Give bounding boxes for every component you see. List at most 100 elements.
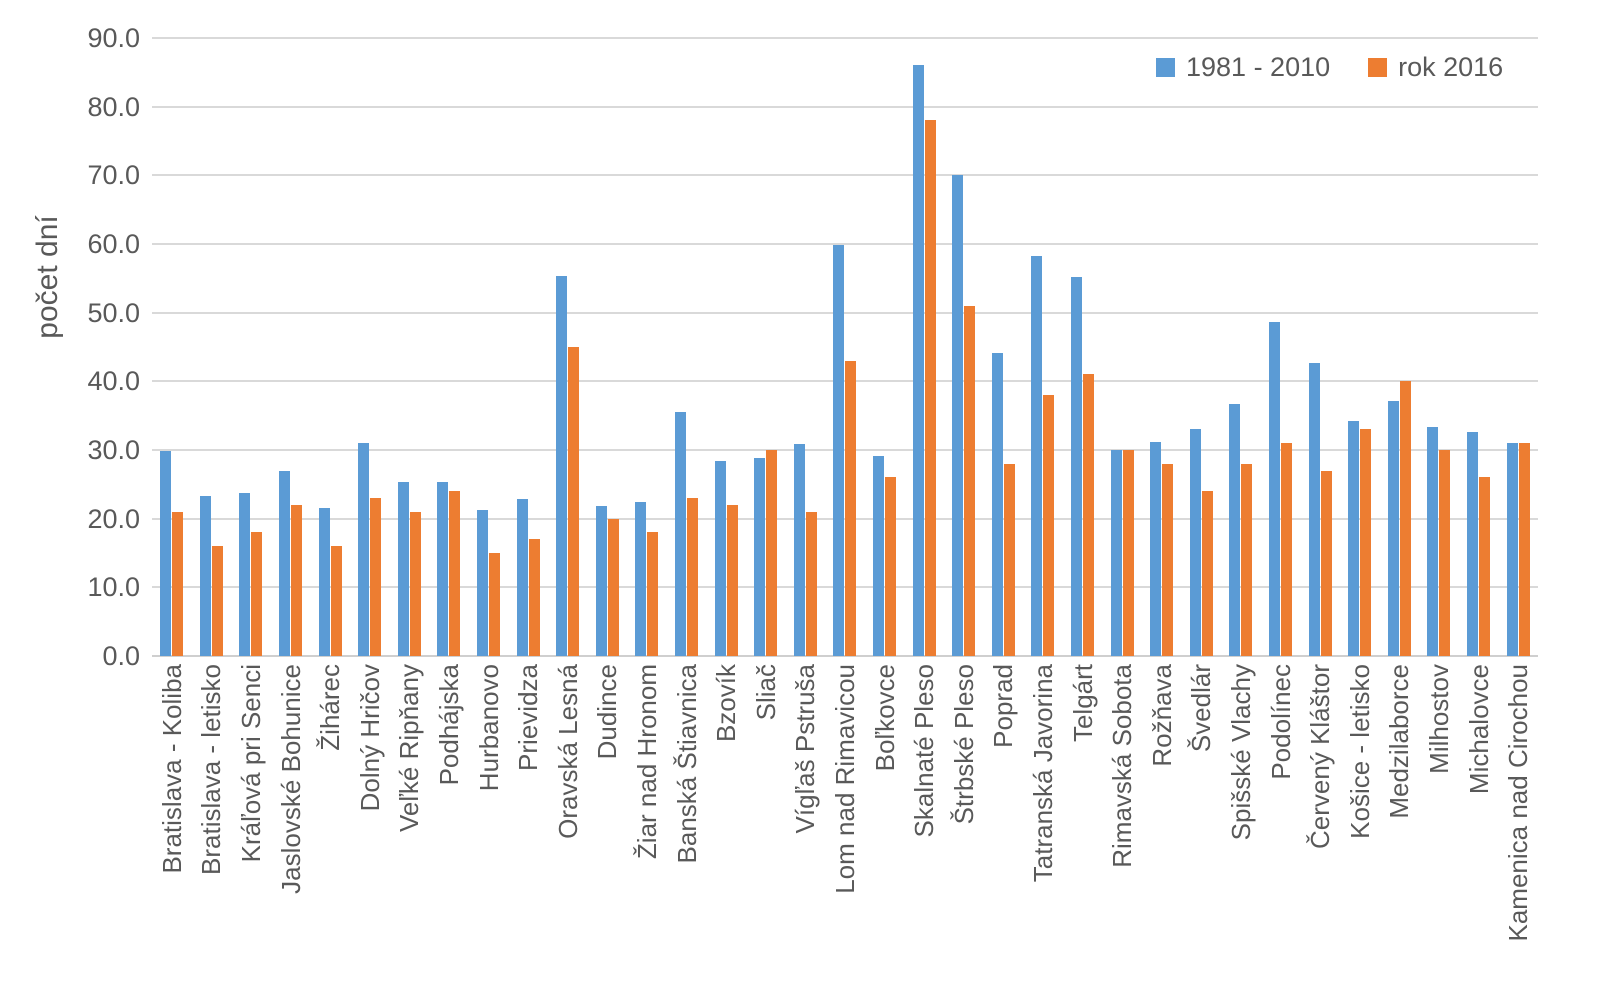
bar-group [231,38,271,656]
bar-1981-2010 [595,505,607,656]
legend-swatch-series2-icon [1368,58,1388,77]
x-category-label: Prievidza [513,664,544,771]
bar-rok-2016 [489,553,501,656]
bar-group [1340,38,1380,656]
bar-group [1459,38,1499,656]
x-category-label: Kráľová pri Senci [236,664,266,863]
bar-rok-2016 [687,498,699,656]
bar-rok-2016 [1518,443,1530,656]
x-category-label: Kamenica nad Cirochou [1503,664,1534,942]
bar-group [1063,38,1103,656]
bar-1981-2010 [397,481,409,656]
bar-group [786,38,826,656]
bar-rok-2016 [251,532,263,656]
bar-group [508,38,548,656]
plot-area [152,37,1538,657]
y-tick-label: 40.0 [87,366,140,397]
bar-group [390,38,430,656]
bar-rok-2016 [1043,395,1055,656]
bar-1981-2010 [1348,421,1360,656]
bar-1981-2010 [556,276,568,656]
y-tick-label: 10.0 [87,572,140,603]
bar-rok-2016 [1241,463,1253,656]
bar-1981-2010 [1150,441,1162,656]
bar-rok-2016 [1281,443,1293,656]
bar-group [192,38,232,656]
x-category-label: Banská Štiavnica [671,664,702,864]
bar-rok-2016 [1399,381,1411,656]
bar-1981-2010 [1387,400,1399,656]
legend-item-series2: rok 2016 [1368,52,1503,83]
x-category-label: Telgárt [1067,664,1098,743]
bar-rok-2016 [1320,470,1332,656]
bar-rok-2016 [568,347,580,656]
bar-group [1102,38,1142,656]
gridline [152,311,1538,314]
bar-rok-2016 [1360,429,1372,656]
bar-rok-2016 [330,546,342,656]
bar-group [706,38,746,656]
y-tick-label: 80.0 [87,91,140,122]
x-category-label: Bratislava - letisko [196,664,227,875]
bar-rok-2016 [370,498,382,656]
x-category-label: Medzilaborce [1384,664,1415,819]
x-category-label: Dudince [592,664,623,760]
x-category-label: Jaslovské Bohunice [275,664,306,894]
legend-swatch-series1-icon [1156,58,1175,77]
bar-rok-2016 [211,546,223,656]
x-category-label: Hurbanovo [473,664,504,792]
x-category-label: Vígľaš Pstruša [790,664,821,834]
bar-1981-2010 [1427,427,1439,656]
bar-rok-2016 [726,504,738,656]
bar-1981-2010 [318,508,330,656]
x-category-label: Podhájska [434,664,464,786]
bar-rok-2016 [291,504,303,656]
bar-1981-2010 [1269,321,1281,656]
bar-group [1300,38,1340,656]
bar-1981-2010 [1189,429,1201,656]
x-category-label: Lom nad Rimavicou [830,664,860,894]
bar-rok-2016 [885,477,897,656]
bar-group [667,38,707,656]
bar-1981-2010 [1229,404,1241,656]
x-category-label: Bzovík [711,664,742,743]
bar-rok-2016 [845,360,857,656]
x-category-label: Sliač [750,664,781,721]
bar-1981-2010 [793,443,805,656]
bar-1981-2010 [1308,362,1320,656]
legend: 1981 - 2010 rok 2016 [1156,52,1503,83]
bar-group [548,38,588,656]
x-category-label: Rimavská Sobota [1107,664,1138,868]
bar-group [271,38,311,656]
bar-group [944,38,984,656]
bar-group [350,38,390,656]
bar-1981-2010 [675,412,687,656]
bar-group [429,38,469,656]
y-tick-label: 30.0 [87,435,140,465]
bar-1981-2010 [199,496,211,656]
bar-group [825,38,865,656]
bar-1981-2010 [952,174,964,656]
bar-rok-2016 [449,491,461,656]
x-category-label: Žiar nad Hronom [632,664,662,860]
bar-rok-2016 [805,511,817,656]
gridline [152,449,1538,451]
gridline [152,586,1538,589]
bar-1981-2010 [714,461,726,656]
bar-1981-2010 [991,352,1003,656]
x-category-label: Žihárec [315,664,346,751]
gridline [152,517,1538,520]
x-category-label: Milhostov [1424,664,1454,774]
bar-1981-2010 [754,457,766,656]
bar-rok-2016 [1122,450,1134,656]
gridline [152,380,1538,383]
bar-rok-2016 [1083,374,1095,656]
bar-group [469,38,509,656]
bar-1981-2010 [358,443,370,656]
x-category-label: Bratislava - Koliba [156,664,187,874]
bar-group [1182,38,1222,656]
bar-rok-2016 [1162,463,1174,656]
bar-1981-2010 [279,470,291,656]
bar-rok-2016 [1439,450,1451,656]
bar-group [588,38,628,656]
